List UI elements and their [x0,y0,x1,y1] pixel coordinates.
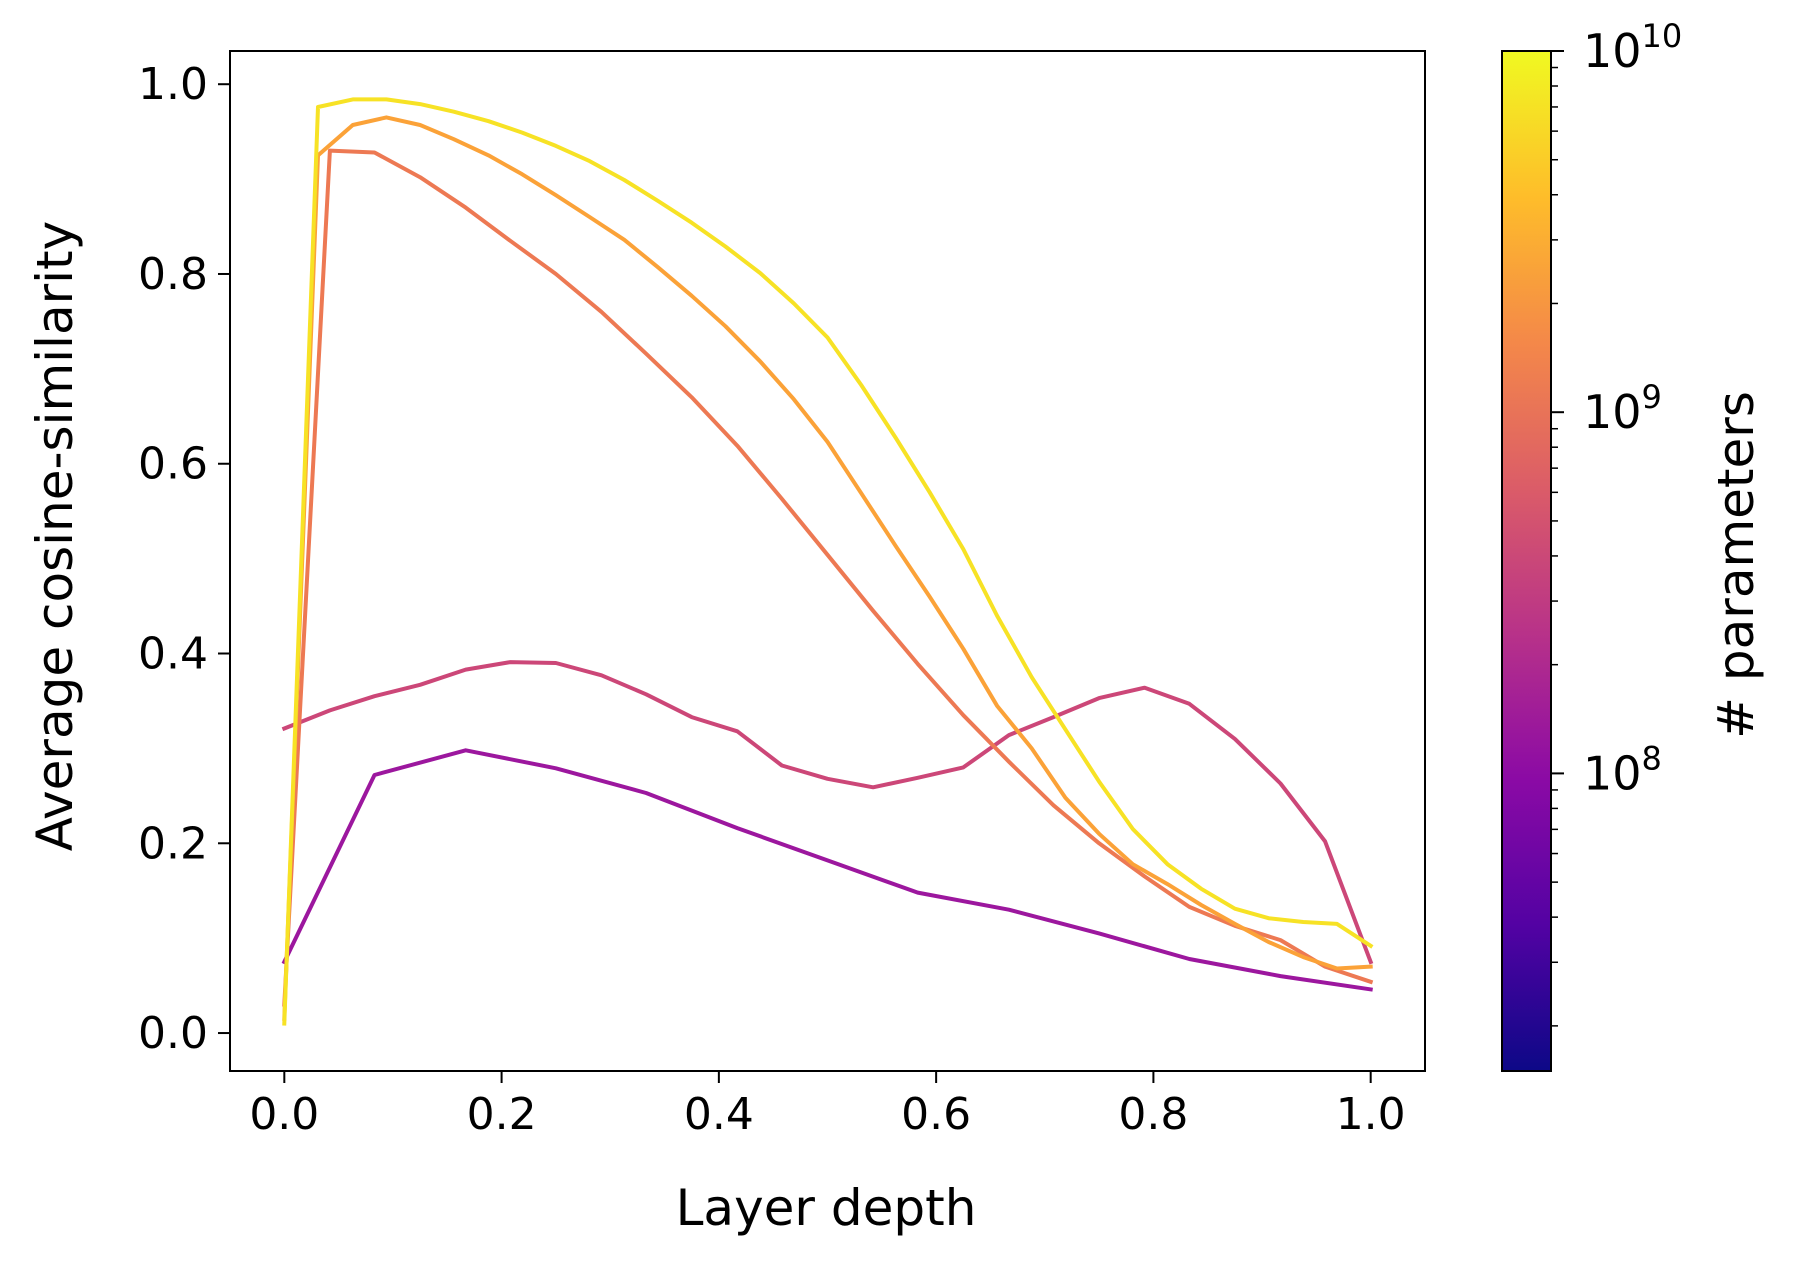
plot-frame [229,50,1426,1072]
y-axis: 0.0 0.2 0.4 0.6 0.8 1.0 [138,59,230,1059]
y-tick-label: 0.6 [138,439,208,490]
x-tick-label: 0.8 [1118,1089,1188,1140]
y-tick-label: 0.0 [138,1008,208,1059]
x-tick-label: 0.4 [684,1089,754,1140]
series-line-3 [282,148,1374,1007]
plot-area [229,50,1426,1072]
y-tick-label: 0.2 [138,818,208,869]
y-axis-label: Average cosine-similarity [26,221,84,851]
x-tick-label: 0.2 [467,1089,537,1140]
series-line-5 [282,97,1374,1026]
x-tick-label: 0.6 [901,1089,971,1140]
x-tick-label: 0.0 [249,1089,319,1140]
x-axis-label: Layer depth [676,1179,977,1237]
colorbar-tick-label: 108 [1583,739,1662,800]
series-line-4 [282,115,1373,1021]
y-tick-label: 0.8 [138,249,208,300]
series-line-2 [281,660,1374,965]
y-tick-label: 1.0 [138,59,208,110]
colorbar-gradient [1502,51,1551,1071]
colorbar-tick-label: 109 [1583,378,1662,439]
colorbar-frame [1501,50,1552,1072]
series-line-1 [281,748,1373,992]
x-tick-label: 1.0 [1336,1089,1406,1140]
y-tick-label: 0.4 [138,629,208,680]
x-axis: 0.0 0.2 0.4 0.6 0.8 1.0 [249,1071,1406,1140]
colorbar: 108 109 1010 [1501,17,1682,1072]
colorbar-label: # parameters [1707,391,1765,739]
colorbar-tick-label: 1010 [1583,17,1682,78]
